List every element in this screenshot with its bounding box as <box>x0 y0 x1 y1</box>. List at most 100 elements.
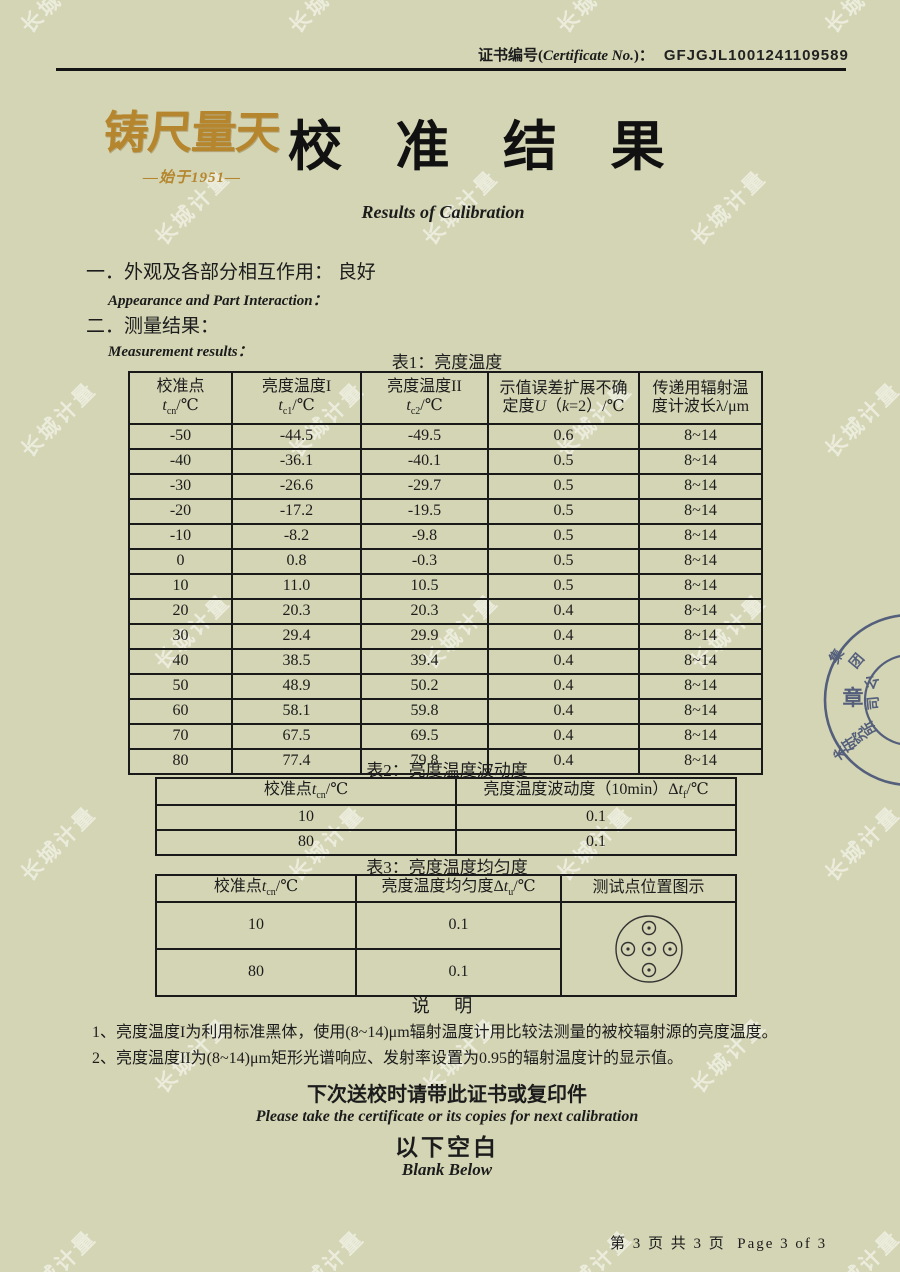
table1-title: 表1：亮度温度 <box>391 353 503 372</box>
table1-cell: 20.3 <box>360 598 489 625</box>
table1-cell: -40.1 <box>360 448 489 475</box>
table3-cell: 0.1 <box>355 948 562 997</box>
table3-uniformity: 校准点tcn/℃ 亮度温度均匀度Δtu/℃ 测试点位置图示 10 0.1 <box>155 874 737 997</box>
table1-cell: 69.5 <box>360 723 489 750</box>
table1-cell: -44.5 <box>231 423 362 450</box>
seal-character: 章 <box>842 686 864 710</box>
table1-cell: -49.5 <box>360 423 489 450</box>
table1-cell: 77.4 <box>231 748 362 775</box>
table1-row: -20 -17.2 -19.5 0.5 8~14 <box>128 498 763 525</box>
table1-cell: -19.5 <box>360 498 489 525</box>
table1-cell: -17.2 <box>231 498 362 525</box>
reminder-zh: 下次送校时请带此证书或复印件 <box>307 1084 587 1106</box>
table1-cell: 48.9 <box>231 673 362 700</box>
table1-cell: 8~14 <box>638 623 763 650</box>
table1-row: 20 20.3 20.3 0.4 8~14 <box>128 598 763 625</box>
header-rule <box>56 68 846 71</box>
table1-cell: -40 <box>128 448 233 475</box>
table1-cell: 0.4 <box>487 598 640 625</box>
table1-cell: -0.3 <box>360 548 489 575</box>
table3-row: 10 0.1 <box>155 901 737 997</box>
table1-cell: 11.0 <box>231 573 362 600</box>
table1-cell: 10.5 <box>360 573 489 600</box>
seal-arcs <box>823 614 900 786</box>
test-point-diagram <box>614 915 683 983</box>
official-seal: 集团公司章术研究所 <box>820 600 900 800</box>
section-measurement: 二．测量结果： <box>86 316 220 337</box>
table1-cell: 0.5 <box>487 448 640 475</box>
table1-col-uncertainty: 示值误差扩展不确 定度U（k=2）/℃ <box>487 371 640 425</box>
table2-header-row: 校准点tcn/℃ 亮度温度波动度（10min）Δtf/℃ <box>155 777 737 806</box>
table1-cell: -30 <box>128 473 233 500</box>
table1-row: -30 -26.6 -29.7 0.5 8~14 <box>128 473 763 500</box>
table1-cell: 70 <box>128 723 233 750</box>
table1-cell: -29.7 <box>360 473 489 500</box>
table3-cell: 0.1 <box>355 901 562 950</box>
certificate-number-value: GFJGJL1001241109589 <box>663 47 849 64</box>
table1-cell: 8~14 <box>638 748 763 775</box>
table1-row: 80 77.4 79.8 0.4 8~14 <box>128 748 763 775</box>
table3-col-calpoint: 校准点tcn/℃ <box>155 874 357 903</box>
section-appearance-en: Appearance and Part Interaction： <box>108 293 328 309</box>
seal-character: 司 <box>866 695 883 711</box>
table1-cell: 59.8 <box>360 698 489 725</box>
note-2: 2、亮度温度II为(8~14)μm矩形光谱响应、发射率设置为0.95的辐射温度计… <box>92 1050 683 1067</box>
brand-logo-subtext: —始于1951— <box>142 170 241 186</box>
table1-cell: 50.2 <box>360 673 489 700</box>
table1-row: 50 48.9 50.2 0.4 8~14 <box>128 673 763 700</box>
table1-cell: 39.4 <box>360 648 489 675</box>
table1-cell: 8~14 <box>638 648 763 675</box>
table1-cell: 0.5 <box>487 473 640 500</box>
blank-below-zh: 以下空白 <box>395 1135 499 1160</box>
section-measurement-en: Measurement results： <box>108 344 253 360</box>
table1-cell: 60 <box>128 698 233 725</box>
reminder-en: Please take the certificate or its copie… <box>255 1108 639 1125</box>
table1-cell: -10 <box>128 523 233 550</box>
table2-cell: 80 <box>155 829 457 856</box>
table1-cell: 29.4 <box>231 623 362 650</box>
table1-cell: 8~14 <box>638 498 763 525</box>
table1-col-bt2: 亮度温度II tc2/℃ <box>360 371 489 425</box>
table1-row: 60 58.1 59.8 0.4 8~14 <box>128 698 763 725</box>
table1-cell: 50 <box>128 673 233 700</box>
table2-title: 表2：亮度温度波动度 <box>366 761 528 780</box>
table1-cell: -36.1 <box>231 448 362 475</box>
table1-row: 40 38.5 39.4 0.4 8~14 <box>128 648 763 675</box>
table1-row: -10 -8.2 -9.8 0.5 8~14 <box>128 523 763 550</box>
table1-cell: 8~14 <box>638 473 763 500</box>
notes-heading: 说 明 <box>411 996 483 1016</box>
table1-cell: 0.5 <box>487 573 640 600</box>
table1-cell: 0.4 <box>487 723 640 750</box>
table1-col-bt1: 亮度温度I tc1/℃ <box>231 371 362 425</box>
table1-cell: 8~14 <box>638 423 763 450</box>
table1-cell: 0.5 <box>487 498 640 525</box>
table3-cell: 10 <box>155 901 357 950</box>
table1-cell: 0.4 <box>487 673 640 700</box>
table3-col-diagram: 测试点位置图示 <box>560 874 737 903</box>
table1-col-wavelength: 传递用辐射温 度计波长λ/μm <box>638 371 763 425</box>
table1-row: 0 0.8 -0.3 0.5 8~14 <box>128 548 763 575</box>
table1-cell: 8~14 <box>638 673 763 700</box>
table1-cell: 0.8 <box>231 548 362 575</box>
page-subtitle: Results of Calibration <box>361 202 525 222</box>
table1-cell: 10 <box>128 573 233 600</box>
table1-cell: -20 <box>128 498 233 525</box>
table1-cell: -26.6 <box>231 473 362 500</box>
table1-cell: 8~14 <box>638 573 763 600</box>
table1-cell: 79.8 <box>360 748 489 775</box>
table3-title: 表3：亮度温度均匀度 <box>366 858 528 877</box>
table1-row: 10 11.0 10.5 0.5 8~14 <box>128 573 763 600</box>
table1-cell: 40 <box>128 648 233 675</box>
table2-col-fluctuation: 亮度温度波动度（10min）Δtf/℃ <box>455 777 737 806</box>
table2-col-calpoint: 校准点tcn/℃ <box>155 777 457 806</box>
table1-cell: 67.5 <box>231 723 362 750</box>
table1-cell: 30 <box>128 623 233 650</box>
table1-row: 70 67.5 69.5 0.4 8~14 <box>128 723 763 750</box>
table1-cell: 29.9 <box>360 623 489 650</box>
table2-cell: 0.1 <box>455 804 737 831</box>
table1-cell: 0.4 <box>487 698 640 725</box>
table1-row: -40 -36.1 -40.1 0.5 8~14 <box>128 448 763 475</box>
table1-row: -50 -44.5 -49.5 0.6 8~14 <box>128 423 763 450</box>
table3-header-row: 校准点tcn/℃ 亮度温度均匀度Δtu/℃ 测试点位置图示 <box>155 874 737 903</box>
table1-cell: 0 <box>128 548 233 575</box>
